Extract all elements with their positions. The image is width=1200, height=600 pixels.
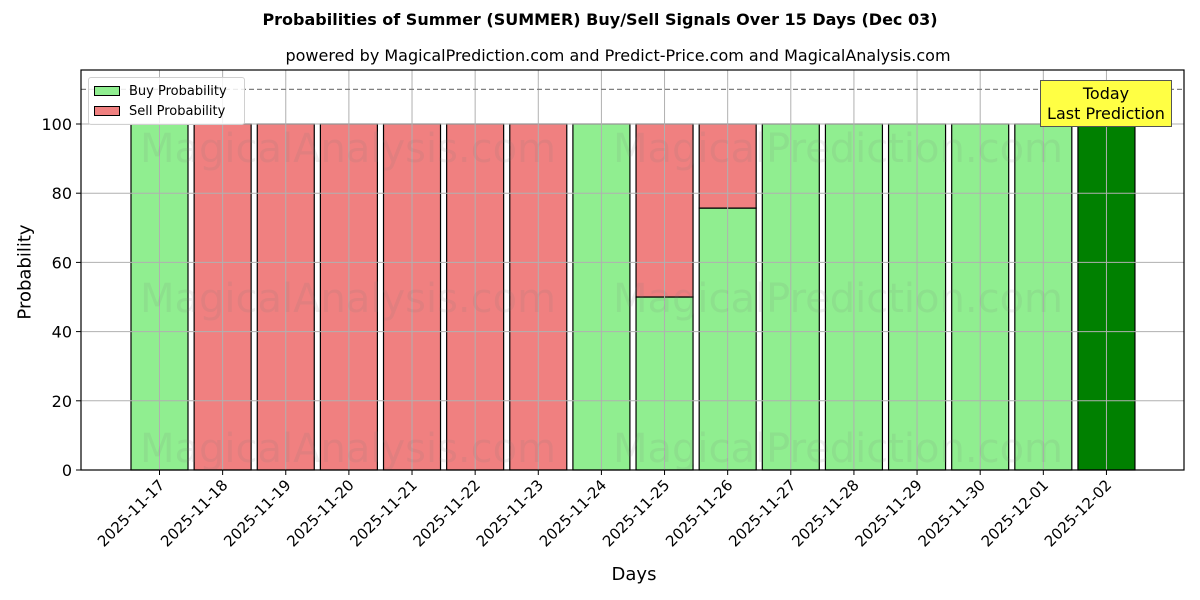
- chart-title: Probabilities of Summer (SUMMER) Buy/Sel…: [262, 10, 938, 29]
- annotation-line-2: Last Prediction: [1047, 104, 1165, 123]
- y-tick-label: 60: [52, 253, 72, 272]
- x-tick-label: 2025-11-27: [725, 476, 799, 550]
- axes-frame: [80, 69, 1185, 471]
- y-tick-label: 20: [52, 392, 72, 411]
- x-tick-label: 2025-11-29: [852, 476, 926, 550]
- x-tick-label: 2025-11-24: [536, 476, 610, 550]
- watermark: MagicalPrediction.com: [613, 426, 1063, 472]
- x-tick-label: 2025-11-19: [220, 476, 294, 550]
- legend-item-sell: Sell Probability: [94, 103, 225, 119]
- watermark: MagicalPrediction.com: [613, 126, 1063, 172]
- x-tick-label: 2025-11-22: [410, 476, 484, 550]
- x-tick-label: 2025-11-21: [346, 476, 420, 550]
- x-tick-label: 2025-11-30: [915, 476, 989, 550]
- x-tick-label: 2025-12-02: [1041, 476, 1115, 550]
- watermark: MagicalAnalysis.com: [140, 276, 556, 322]
- legend-buy-label: Buy Probability: [129, 83, 227, 99]
- x-tick-label: 2025-11-20: [283, 476, 357, 550]
- x-tick-label: 2025-11-18: [157, 476, 231, 550]
- legend-sell-label: Sell Probability: [129, 103, 226, 119]
- x-tick-label: 2025-11-26: [662, 476, 736, 550]
- watermark: MagicalAnalysis.com: [140, 426, 556, 472]
- watermark: MagicalAnalysis.com: [140, 126, 556, 172]
- x-tick-label: 2025-11-28: [788, 476, 862, 550]
- watermark: MagicalPrediction.com: [613, 276, 1063, 322]
- x-tick-label: 2025-11-17: [94, 476, 168, 550]
- annotation-line-1: Today: [1082, 84, 1130, 103]
- buy-swatch-icon: [94, 86, 120, 96]
- x-tick-label: 2025-11-23: [473, 476, 547, 550]
- today-annotation: Today Last Prediction: [1040, 80, 1172, 127]
- x-tick-label: 2025-12-01: [978, 476, 1052, 550]
- y-tick-label: 100: [41, 115, 72, 134]
- y-tick-label: 80: [52, 184, 72, 203]
- x-tick-label: 2025-11-25: [599, 476, 673, 550]
- sell-swatch-icon: [94, 106, 120, 116]
- legend: Buy Probability Sell Probability: [88, 77, 245, 125]
- legend-item-buy: Buy Probability: [94, 83, 227, 99]
- y-tick-label: 40: [52, 323, 72, 342]
- y-axis-label: Probability: [14, 224, 36, 320]
- chart-subtitle: powered by MagicalPrediction.com and Pre…: [285, 46, 951, 65]
- x-axis-label: Days: [611, 564, 657, 585]
- y-tick-label: 0: [62, 461, 72, 480]
